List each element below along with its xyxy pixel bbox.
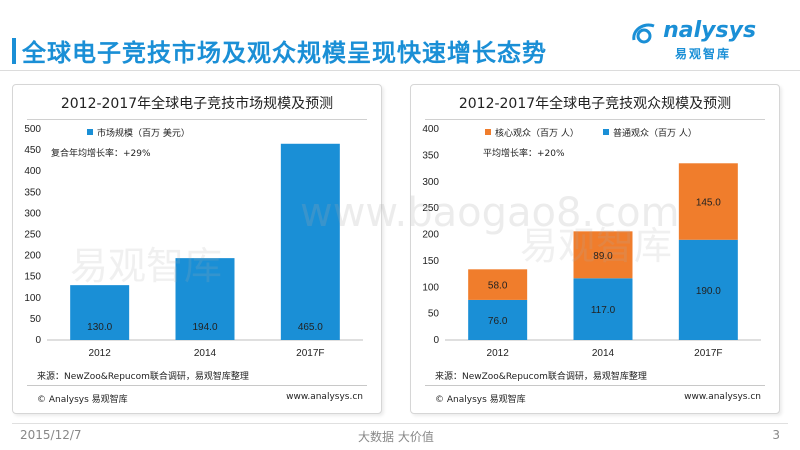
legend-swatch — [603, 129, 609, 135]
legend-label: 市场规模（百万 美元） — [97, 127, 190, 139]
bar-0 — [573, 278, 633, 340]
market-size-panel: 2012-2017年全球电子竞技市场规模及预测 0 50 100 150 200 250 3… — [12, 84, 382, 414]
legend-swatch — [485, 129, 491, 135]
title-divider — [27, 119, 367, 120]
y-tick-label: 500 — [24, 124, 41, 135]
chart-title: 2012-2017年全球电子竞技市场规模及预测 — [60, 96, 334, 112]
copyright: © Analysys 易观智库 — [435, 395, 526, 405]
y-tick-label: 150 — [24, 272, 41, 283]
data-label: 190.0 — [696, 286, 721, 297]
copyright: © Analysys 易观智库 — [37, 395, 128, 405]
watermark-cn-right: 易观智库 — [520, 224, 673, 268]
growth-annotation: 平均增长率：+20% — [483, 147, 565, 159]
slide-title: 全球电子竞技市场及观众规模呈现快速增长态势 — [22, 39, 547, 67]
x-tick-label: 2017F — [296, 348, 324, 359]
logo-subtitle: 易观智库 — [674, 47, 731, 61]
x-tick-label: 2017F — [694, 348, 722, 359]
y-tick-label: 50 — [30, 314, 42, 325]
analysys-logo: nalysys 易观智库 — [628, 18, 778, 61]
y-tick-label: 350 — [422, 150, 439, 161]
title-divider — [425, 119, 765, 120]
bar-0 — [70, 285, 130, 340]
y-tick-label: 450 — [24, 145, 41, 156]
y-tick-label: 300 — [422, 177, 439, 188]
title-accent-bar — [12, 38, 16, 64]
watermark-cn-left: 易观智库 — [70, 244, 223, 288]
audience-size-panel: 2012-2017年全球电子竞技观众规模及预测 0 50 100 150 200 250 3… — [410, 84, 780, 414]
x-tick-label: 2012 — [487, 348, 510, 359]
x-tick-label: 2014 — [194, 348, 217, 359]
bar-0 — [678, 239, 738, 340]
audience-size-chart: 0 50 100 150 200 250 300 350 400 76.0 58.0 2012 117.… — [422, 124, 761, 359]
data-label: 89.0 — [593, 251, 613, 262]
y-tick-label: 50 — [428, 309, 440, 320]
legend-swatch — [87, 129, 93, 135]
growth-annotation: 复合年均增长率：+29% — [51, 147, 151, 159]
date: 2015/12/7 — [20, 428, 82, 442]
watermark: www.baogao8.com — [300, 190, 680, 236]
data-label: 117.0 — [591, 305, 616, 316]
logo-swoosh-icon — [632, 23, 655, 44]
y-tick-label: 400 — [24, 166, 41, 177]
y-tick-label: 0 — [433, 335, 439, 346]
x-tick-label: 2012 — [89, 348, 112, 359]
x-tick-label: 2014 — [592, 348, 615, 359]
data-label: 58.0 — [488, 281, 508, 292]
y-tick-label: 200 — [422, 230, 439, 241]
logo-text: nalysys — [663, 18, 757, 43]
bar-1 — [573, 231, 633, 279]
y-tick-label: 400 — [422, 124, 439, 135]
data-label: 130.0 — [87, 322, 112, 333]
website-link[interactable]: www.analysys.cn — [684, 392, 761, 402]
bar-1 — [678, 163, 738, 240]
source-note: 来源：NewZoo&Repucom联合调研，易观智库整理 — [37, 372, 249, 382]
bar-0 — [175, 258, 235, 340]
data-label: 76.0 — [488, 316, 508, 327]
y-tick-label: 350 — [24, 187, 41, 198]
y-tick-label: 250 — [24, 230, 41, 241]
source-note: 来源：NewZoo&Repucom联合调研，易观智库整理 — [435, 372, 647, 382]
bar-1 — [468, 269, 528, 300]
page-number: 3 — [772, 428, 780, 442]
data-label: 465.0 — [298, 322, 323, 333]
y-tick-label: 0 — [35, 335, 41, 346]
bar-0 — [280, 143, 340, 340]
legend-label: 核心观众（百万 人） — [495, 127, 579, 139]
data-label: 194.0 — [192, 322, 217, 333]
y-tick-label: 250 — [422, 203, 439, 214]
y-tick-label: 100 — [24, 293, 41, 304]
market-size-chart: 0 50 100 150 200 250 300 350 400 450 500 130.0 2012 1… — [24, 124, 363, 359]
y-tick-label: 300 — [24, 208, 41, 219]
chart-title: 2012-2017年全球电子竞技观众规模及预测 — [458, 96, 732, 112]
website-link[interactable]: www.analysys.cn — [286, 392, 363, 402]
y-tick-label: 150 — [422, 256, 439, 267]
y-tick-label: 100 — [422, 282, 439, 293]
panel-footer-divider — [27, 385, 367, 386]
y-tick-label: 200 — [24, 251, 41, 262]
data-label: 145.0 — [696, 198, 721, 209]
legend-label: 普通观众（百万 人） — [613, 127, 697, 139]
slogan: 大数据 大价值 — [358, 430, 434, 444]
header-divider — [0, 70, 800, 71]
bar-0 — [468, 299, 528, 340]
page-footer-divider — [12, 423, 788, 424]
panel-footer-divider — [425, 385, 765, 386]
